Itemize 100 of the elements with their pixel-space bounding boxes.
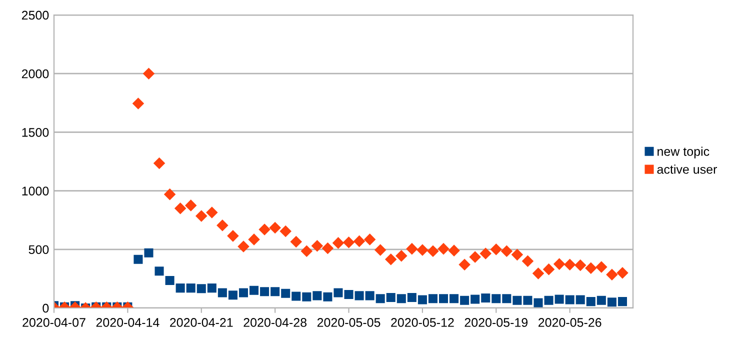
point — [312, 240, 323, 252]
point — [564, 259, 576, 270]
point — [618, 297, 627, 306]
point — [532, 268, 544, 280]
point — [323, 292, 332, 302]
point — [270, 287, 280, 296]
point — [143, 68, 154, 80]
point — [144, 248, 154, 258]
point — [176, 284, 185, 293]
point — [207, 284, 216, 293]
point — [480, 248, 492, 260]
point — [427, 246, 439, 257]
point — [416, 244, 428, 256]
point — [364, 234, 376, 246]
point — [248, 234, 260, 246]
point — [492, 294, 501, 304]
point — [607, 298, 616, 307]
point — [460, 296, 470, 305]
point — [374, 244, 386, 256]
point — [544, 296, 554, 305]
point — [258, 224, 270, 236]
point — [458, 259, 470, 270]
point — [396, 250, 408, 262]
point — [616, 267, 628, 278]
point — [418, 295, 427, 304]
point — [606, 268, 618, 280]
y-tick-label: 1500 — [22, 128, 49, 137]
point — [312, 291, 322, 300]
point — [490, 244, 502, 256]
point — [554, 258, 565, 270]
point — [376, 294, 385, 304]
point — [154, 266, 164, 276]
point — [322, 242, 334, 254]
point — [523, 296, 532, 305]
x-tick-label: 2020-05-26 — [538, 318, 602, 327]
point — [576, 295, 585, 304]
point — [354, 236, 365, 247]
point — [228, 290, 238, 300]
point — [334, 288, 343, 298]
point — [290, 236, 302, 248]
point — [450, 294, 459, 304]
point — [227, 230, 239, 242]
point — [438, 243, 450, 254]
y-tick-label: 500 — [28, 245, 49, 254]
y-tick-label: 2500 — [22, 10, 49, 20]
point — [502, 294, 512, 304]
point — [406, 243, 418, 254]
point — [470, 294, 480, 304]
point — [260, 287, 270, 296]
point — [585, 262, 596, 274]
point — [448, 244, 460, 256]
point — [385, 254, 396, 265]
point — [512, 249, 523, 260]
point — [185, 200, 196, 212]
x-tick-label: 2020-05-19 — [464, 318, 528, 327]
point — [154, 158, 165, 169]
point — [522, 256, 534, 267]
point — [238, 288, 248, 298]
legend-label: new topic — [658, 146, 710, 158]
x-tick-label: 2020-05-05 — [317, 318, 380, 327]
point — [534, 298, 543, 308]
point — [238, 240, 250, 252]
point — [280, 226, 292, 237]
y-tick-label: 0 — [42, 304, 49, 313]
point — [365, 291, 374, 300]
point — [132, 98, 144, 110]
point — [302, 292, 312, 302]
point — [332, 237, 344, 249]
point — [292, 292, 301, 301]
point — [354, 291, 364, 300]
point — [344, 290, 354, 300]
point — [196, 284, 206, 294]
point — [269, 222, 281, 234]
point — [596, 296, 606, 305]
x-tick-label: 2020-04-14 — [96, 318, 160, 327]
point — [428, 294, 438, 304]
point — [250, 286, 259, 295]
x-tick-label: 2020-04-21 — [170, 318, 233, 327]
point — [281, 288, 290, 298]
point — [596, 261, 608, 273]
point — [501, 246, 512, 257]
x-tick-label: 2020-04-28 — [244, 318, 307, 327]
legend-label: active user — [657, 164, 717, 174]
x-tick-label: 2020-05-12 — [391, 318, 454, 327]
point — [543, 264, 554, 275]
point — [343, 236, 354, 248]
point — [216, 220, 228, 231]
point — [438, 294, 448, 304]
point — [554, 294, 564, 304]
point — [586, 297, 596, 306]
point — [206, 206, 218, 218]
point — [481, 294, 490, 303]
point — [407, 292, 416, 302]
point — [469, 251, 481, 263]
point — [574, 260, 586, 271]
point — [396, 294, 406, 304]
y-tick-label: 1000 — [22, 186, 49, 196]
point — [165, 276, 174, 285]
point — [164, 188, 176, 200]
y-tick-label: 2000 — [22, 69, 49, 78]
